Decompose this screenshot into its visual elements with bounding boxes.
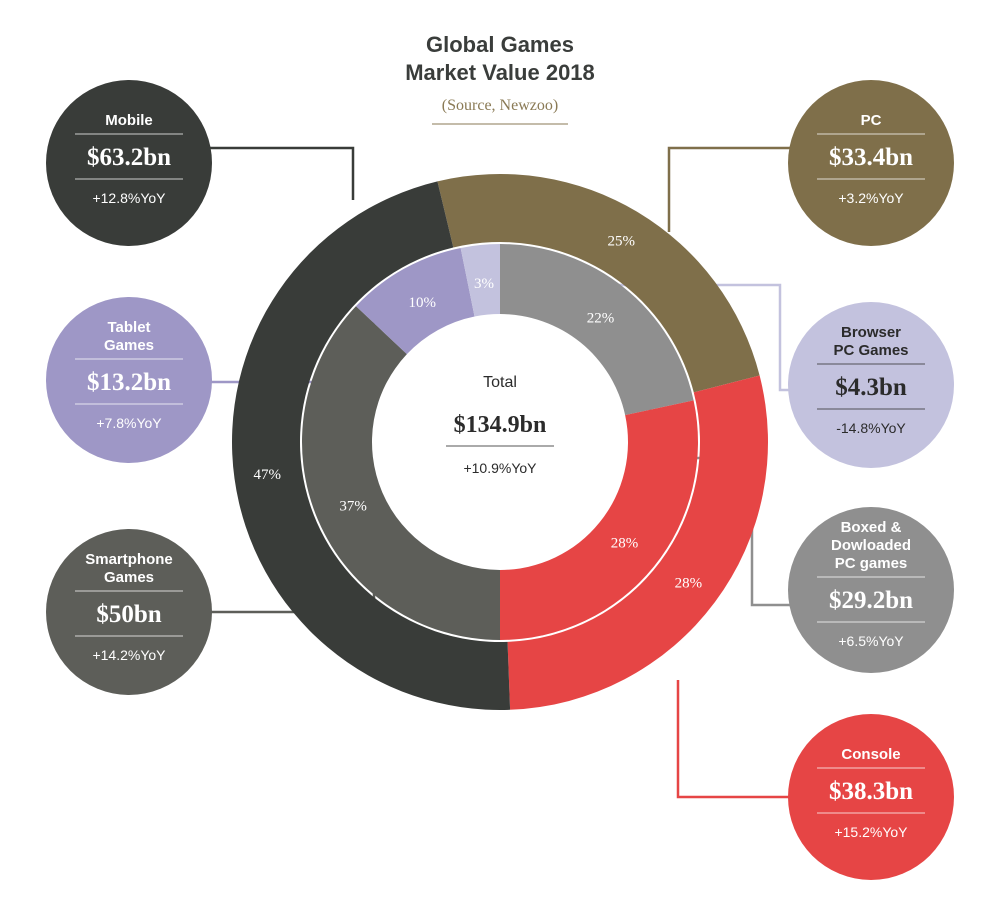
inner-label-tablet-games: 10% [409,295,437,311]
outer-slice-pc [437,174,760,393]
chart-header: Global Games Market Value 2018 (Source, … [405,32,595,125]
callout-mobile-circle [46,80,212,246]
callout-smartphone-yoy: +14.2%YoY [92,647,166,663]
center-label: Total [483,374,517,391]
outer-label-mobile: 47% [253,467,281,483]
chart-title-line1: Global Games [426,32,574,57]
callout-browser-value: $4.3bn [835,374,907,401]
inner-slice-tablet-games [355,247,475,355]
callout-tablet-value: $13.2bn [87,369,171,396]
callout-tablet-name-line: Tablet [107,319,150,336]
callout-console-name-line: Console [841,746,900,763]
callout-browser-name-line: Browser [841,324,901,341]
callout-boxed-yoy: +6.5%YoY [838,633,904,649]
inner-label-console: 28% [611,536,639,552]
callout-smartphone-circle [46,529,212,695]
callout-mobile-value: $63.2bn [87,144,171,171]
inner-label-browser-pc-games: 3% [474,276,494,292]
callout-boxed-name-line: Boxed & [841,519,902,536]
callout-console-circle [788,714,954,880]
chart-source: (Source, Newzoo) [442,97,558,114]
inner-slice-smartphone-games [302,306,500,640]
callout-console-yoy: +15.2%YoY [834,824,908,840]
inner-label-smartphone-games: 37% [339,498,367,514]
center-total: Total $134.9bn +10.9%YoY [446,374,554,476]
callout-boxed-name-line: Dowloaded [831,537,911,554]
callout-pc-value: $33.4bn [829,144,913,171]
callout-browser-circle [788,302,954,468]
center-yoy: +10.9%YoY [463,460,537,476]
chart-title-line2: Market Value 2018 [405,60,595,85]
outer-slice-console [507,375,769,710]
inner-slice-browser-pc-games [460,244,500,317]
callout-tablet-name-line: Games [104,337,154,354]
connector-pc [667,146,790,232]
connector-console [676,680,790,799]
callout-mobile: Mobile $63.2bn +12.8%YoY [46,80,212,246]
center-value: $134.9bn [454,412,547,438]
inner-slice-boxed-dowloaded-pc-games [500,244,694,416]
callouts: Mobile$63.2bn+12.8%YoYTabletGames$13.2bn… [46,80,954,880]
callout-tablet-yoy: +7.8%YoY [96,415,162,431]
callout-pc-name-line: PC [861,112,882,129]
callout-boxed-value: $29.2bn [829,587,913,614]
callout-browser-yoy: -14.8%YoY [836,420,906,436]
callout-console: Console $38.3bn +15.2%YoY [788,714,954,880]
callout-pc: PC $33.4bn +3.2%YoY [788,80,954,246]
callout-tablet-circle [46,297,212,463]
callout-smartphone-value: $50bn [96,601,161,628]
callout-browser-name-line: PC Games [833,342,908,359]
outer-label-pc: 25% [608,234,636,250]
outer-slice-mobile [232,181,511,711]
callout-boxed-name-line: PC games [835,555,908,572]
callout-boxed-circle [788,507,954,673]
callout-pc-yoy: +3.2%YoY [838,190,904,206]
inner-slice-console [500,400,699,640]
callout-console-value: $38.3bn [829,778,913,805]
connector-mobile [210,146,355,200]
callout-smartphone-name-line: Smartphone [85,551,173,568]
callout-mobile-yoy: +12.8%YoY [92,190,166,206]
callout-pc-circle [788,80,954,246]
callout-smartphone-name-line: Games [104,569,154,586]
callout-mobile-name-line: Mobile [105,112,153,129]
inner-ring: 22% 28% 37% 10% 3% [302,244,699,640]
outer-label-console: 28% [675,576,703,592]
inner-label-boxed-dowloaded-pc-games: 22% [587,311,615,327]
